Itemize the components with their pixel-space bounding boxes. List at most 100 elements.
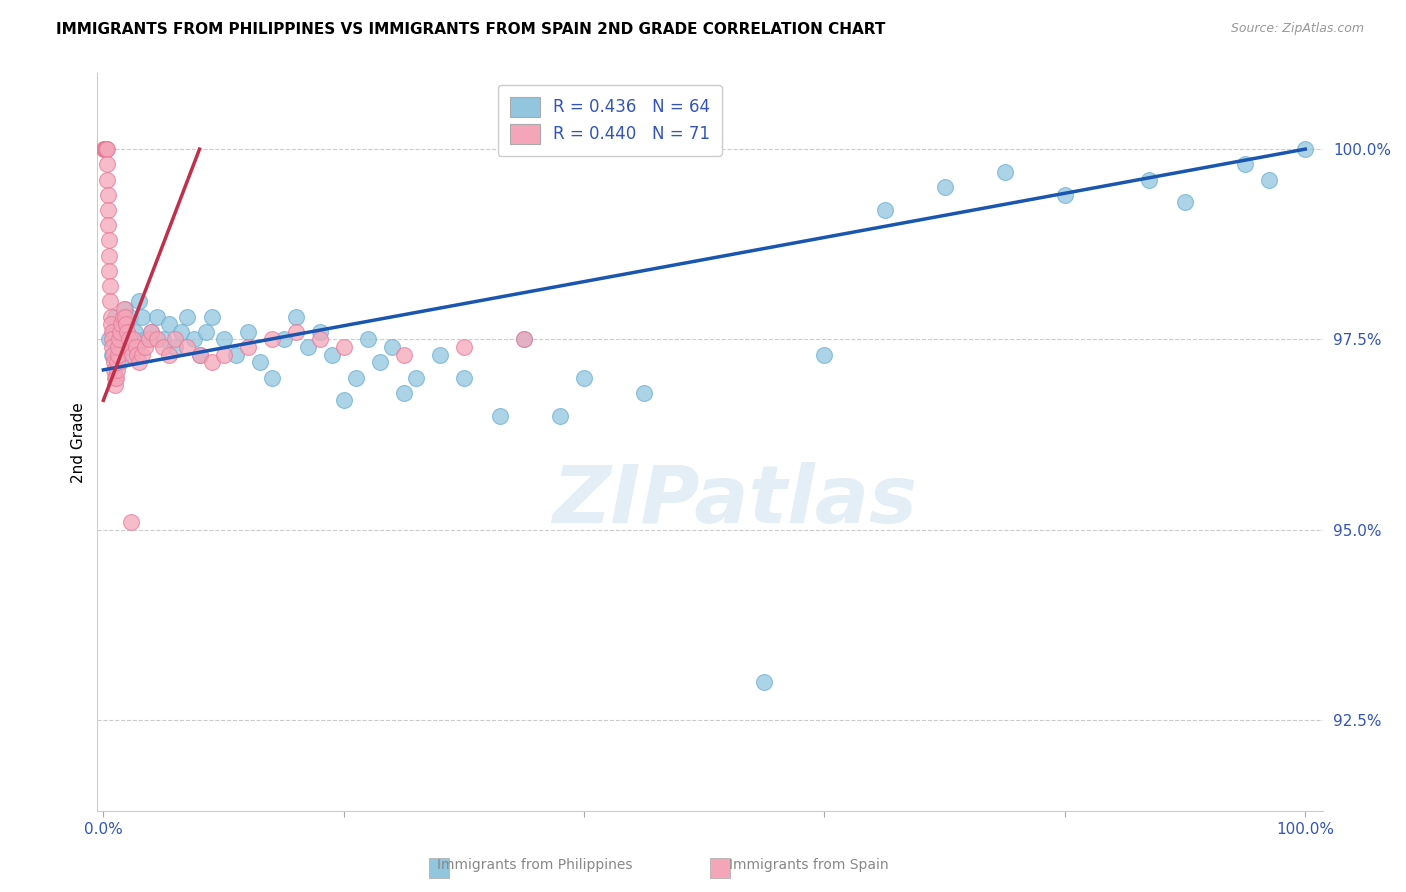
Point <box>107 340 129 354</box>
Point <box>103 355 125 369</box>
Point <box>249 355 271 369</box>
Point <box>212 348 235 362</box>
Point <box>117 340 139 354</box>
Point <box>152 333 174 347</box>
Point <box>97 187 120 202</box>
Point <box>392 385 415 400</box>
Point <box>94 142 117 156</box>
Point <box>98 279 121 293</box>
Point <box>128 355 150 369</box>
Point <box>188 348 211 362</box>
Point <box>513 333 536 347</box>
Point <box>100 348 122 362</box>
Point <box>121 348 143 362</box>
Point <box>108 355 131 369</box>
Point <box>332 340 354 354</box>
Point <box>97 234 120 248</box>
Point <box>125 340 148 354</box>
Point <box>100 317 122 331</box>
Point <box>159 317 181 331</box>
Point <box>548 409 571 423</box>
Point <box>93 142 115 156</box>
Point <box>107 340 129 354</box>
Point <box>97 202 120 217</box>
Text: Immigrants from Spain: Immigrants from Spain <box>728 858 889 872</box>
Point <box>170 325 193 339</box>
Point <box>194 325 217 339</box>
Text: ZIPatlas: ZIPatlas <box>553 462 917 541</box>
Point <box>141 325 163 339</box>
Legend: R = 0.436   N = 64, R = 0.440   N = 71: R = 0.436 N = 64, R = 0.440 N = 71 <box>498 85 721 156</box>
Point <box>165 340 187 354</box>
Point <box>98 294 121 309</box>
Point <box>633 385 655 400</box>
Point <box>111 317 134 331</box>
Point <box>134 340 156 354</box>
Point <box>165 333 187 347</box>
Point <box>1258 172 1281 186</box>
Point <box>1137 172 1160 186</box>
Point <box>381 340 404 354</box>
Point <box>131 310 153 324</box>
Point <box>131 348 153 362</box>
Point <box>308 325 330 339</box>
Point <box>284 325 307 339</box>
Point <box>110 317 132 331</box>
Point <box>105 363 128 377</box>
Point <box>100 310 122 324</box>
Point <box>308 333 330 347</box>
Point <box>108 325 131 339</box>
Point <box>93 142 115 156</box>
Point <box>225 348 247 362</box>
Point <box>94 142 117 156</box>
Point <box>212 333 235 347</box>
Point <box>284 310 307 324</box>
Point <box>122 348 145 362</box>
Point <box>128 294 150 309</box>
Point <box>101 348 124 362</box>
Point <box>1234 157 1257 171</box>
Point <box>297 340 319 354</box>
Point <box>104 378 127 392</box>
Point <box>1174 195 1197 210</box>
Point <box>115 317 138 331</box>
Point <box>108 333 131 347</box>
Point <box>96 157 118 171</box>
Point <box>122 333 145 347</box>
Point <box>100 333 122 347</box>
Point <box>994 165 1017 179</box>
Text: Immigrants from Philippines: Immigrants from Philippines <box>436 858 633 872</box>
Point <box>200 310 222 324</box>
Point <box>146 310 169 324</box>
Point <box>94 142 117 156</box>
Point <box>117 333 139 347</box>
Point <box>183 333 205 347</box>
Point <box>111 310 134 324</box>
Point <box>176 310 198 324</box>
Point <box>138 333 160 347</box>
Point <box>344 370 367 384</box>
Point <box>357 333 380 347</box>
Point <box>98 264 121 278</box>
Point <box>1053 187 1076 202</box>
Point <box>572 370 595 384</box>
Point <box>96 142 118 156</box>
Point <box>104 310 127 324</box>
Point <box>489 409 512 423</box>
Point <box>101 325 124 339</box>
Point <box>134 333 156 347</box>
Point <box>873 202 896 217</box>
Point <box>260 333 283 347</box>
Point <box>146 333 169 347</box>
Point <box>176 340 198 354</box>
Point <box>104 370 127 384</box>
Point <box>96 172 118 186</box>
Point <box>236 340 259 354</box>
Point <box>368 355 391 369</box>
Point <box>813 348 835 362</box>
Point <box>392 348 415 362</box>
Point <box>453 370 475 384</box>
Point <box>98 333 121 347</box>
Point <box>152 340 174 354</box>
Point <box>754 675 776 690</box>
